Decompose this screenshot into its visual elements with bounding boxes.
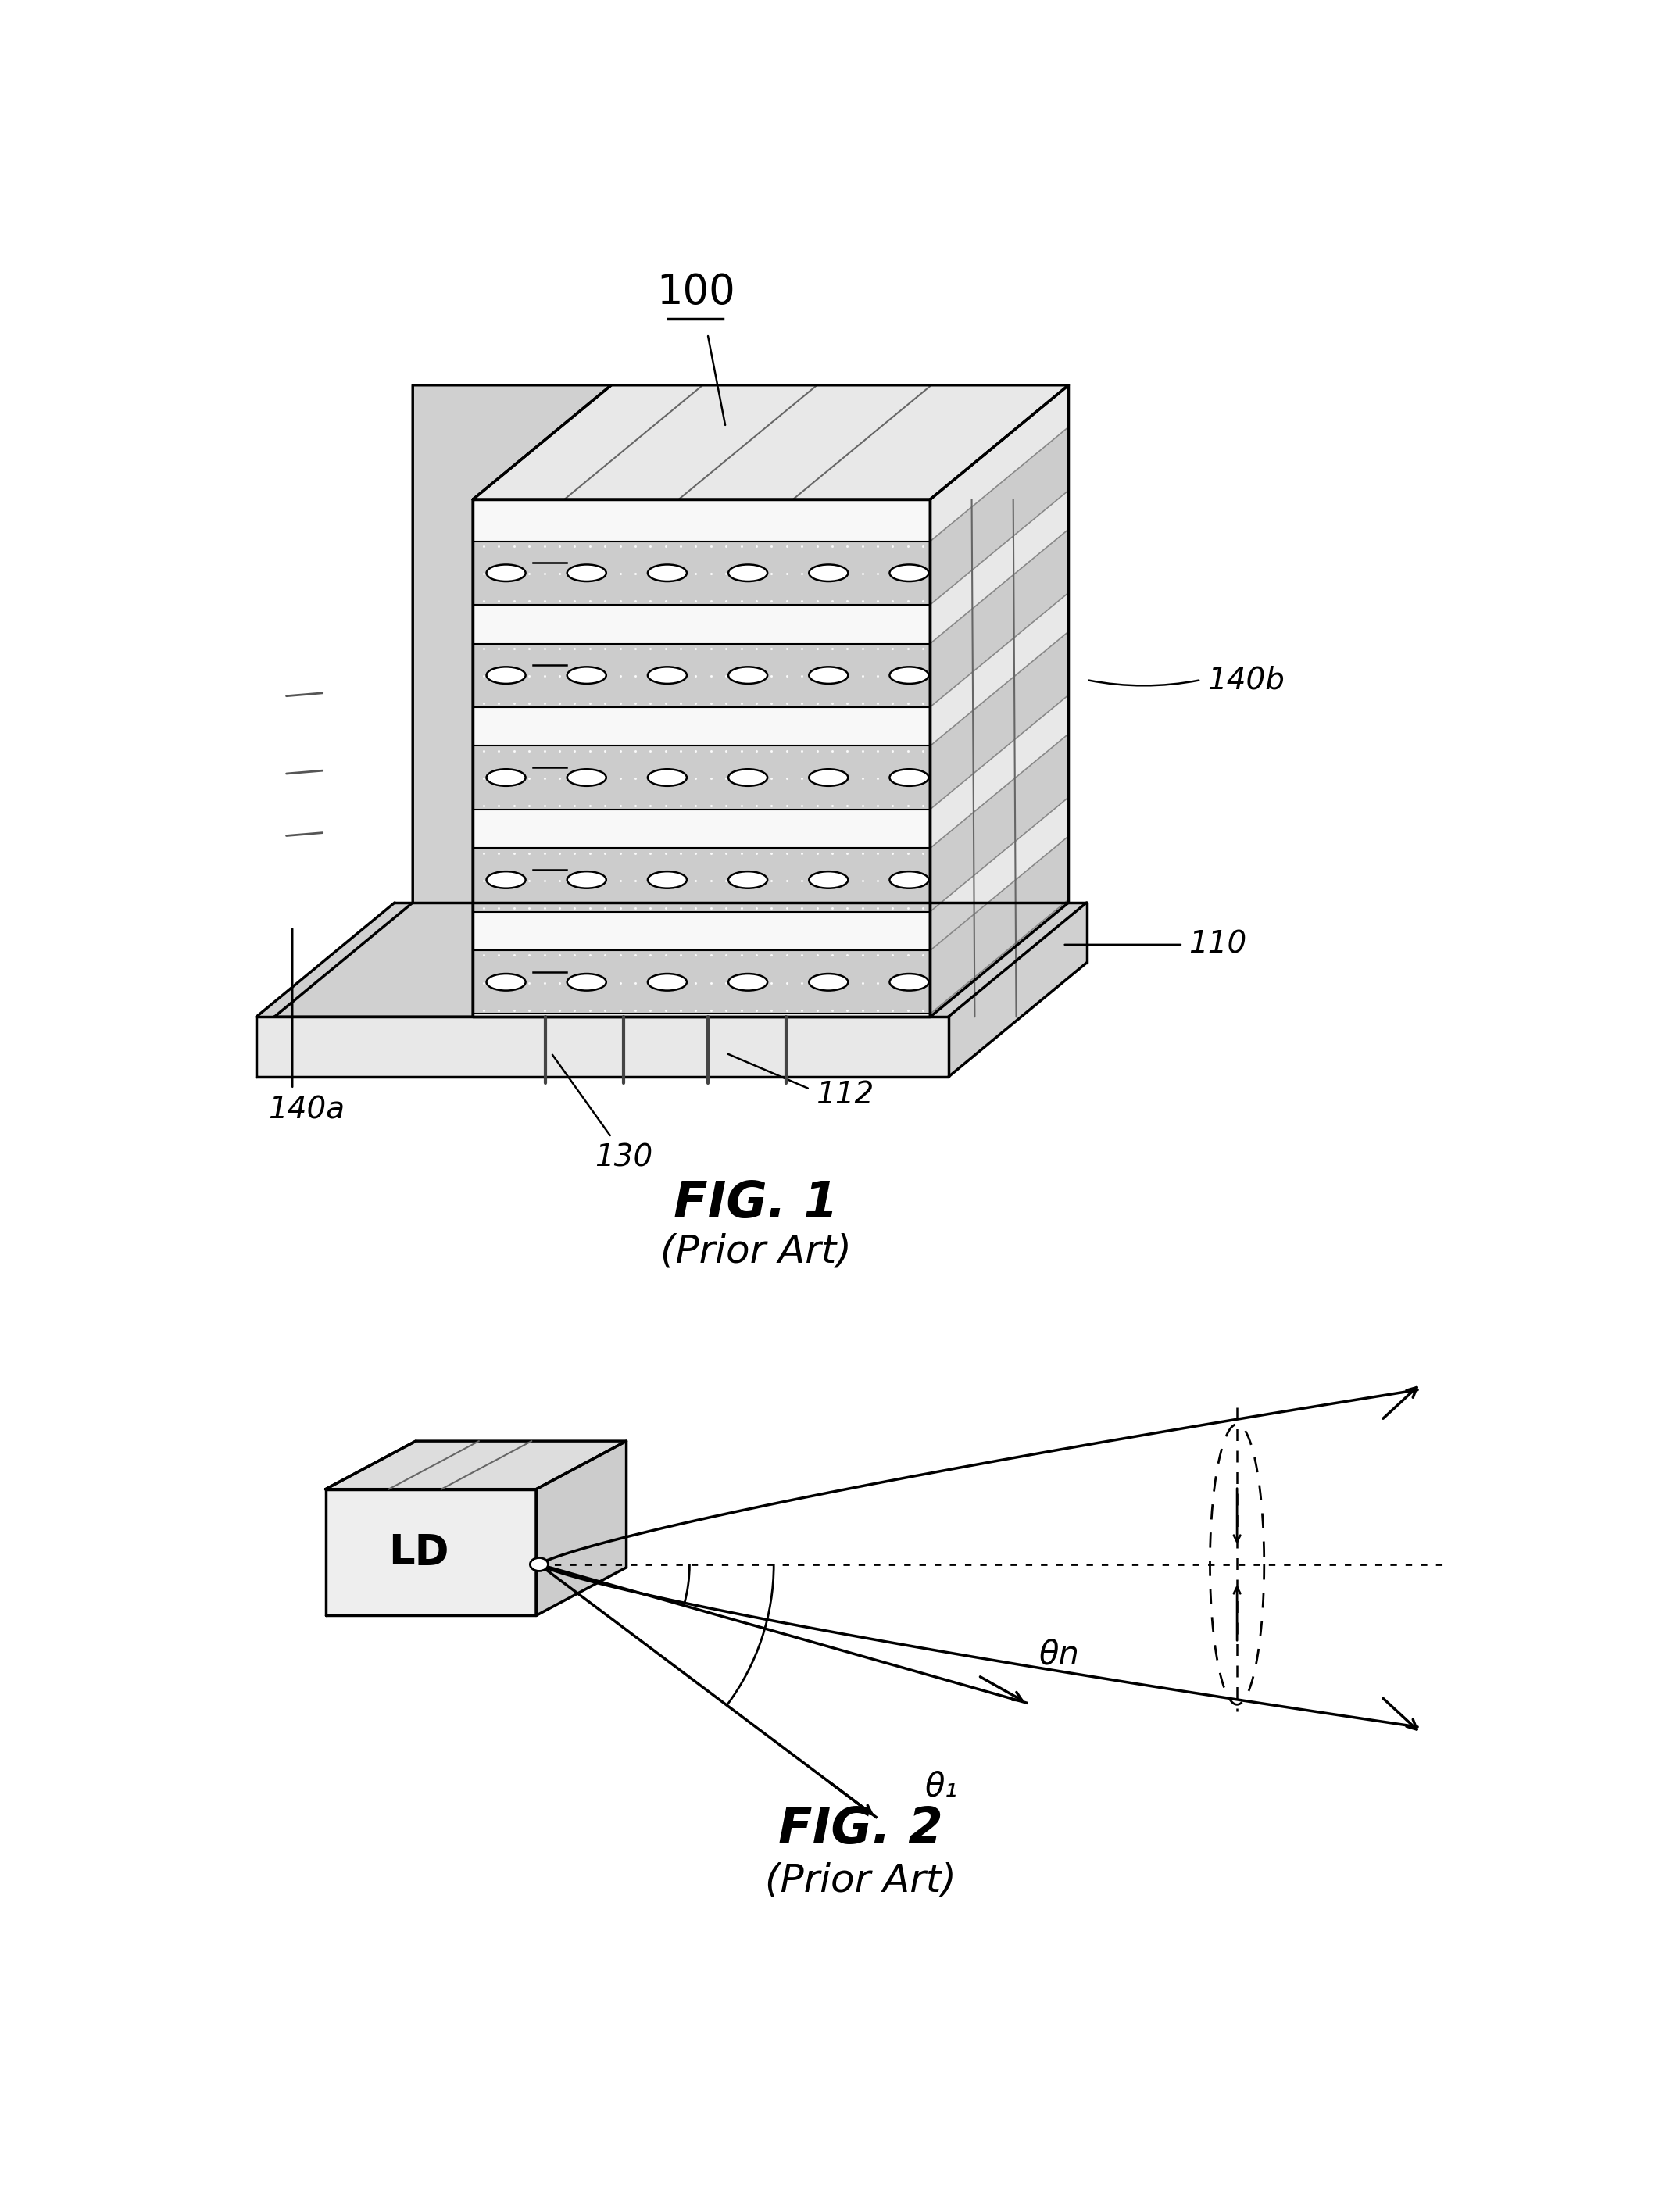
Polygon shape bbox=[474, 847, 931, 911]
Ellipse shape bbox=[487, 666, 526, 684]
Polygon shape bbox=[474, 499, 931, 1017]
Text: θn: θn bbox=[1038, 1639, 1079, 1672]
Text: LD: LD bbox=[388, 1531, 449, 1573]
Ellipse shape bbox=[810, 770, 848, 785]
Ellipse shape bbox=[810, 666, 848, 684]
Ellipse shape bbox=[729, 973, 768, 990]
Ellipse shape bbox=[648, 666, 687, 684]
Text: θ₁: θ₁ bbox=[924, 1771, 958, 1805]
Polygon shape bbox=[931, 386, 1068, 1017]
Ellipse shape bbox=[890, 770, 929, 785]
Text: FIG. 1: FIG. 1 bbox=[674, 1180, 838, 1227]
Ellipse shape bbox=[810, 973, 848, 990]
Polygon shape bbox=[948, 902, 1087, 1077]
Polygon shape bbox=[931, 529, 1068, 706]
Polygon shape bbox=[257, 902, 1087, 1017]
Polygon shape bbox=[931, 428, 1068, 604]
Ellipse shape bbox=[568, 871, 606, 889]
Ellipse shape bbox=[810, 565, 848, 582]
Text: 120: 120 bbox=[533, 757, 583, 783]
Text: 120: 120 bbox=[533, 858, 583, 885]
Text: 140a: 140a bbox=[269, 1094, 344, 1125]
Ellipse shape bbox=[487, 565, 526, 582]
Text: 120: 120 bbox=[533, 552, 583, 578]
Polygon shape bbox=[474, 951, 931, 1015]
Text: 100: 100 bbox=[657, 271, 734, 313]
Polygon shape bbox=[274, 386, 612, 1017]
Text: FIG. 2: FIG. 2 bbox=[778, 1805, 944, 1853]
Ellipse shape bbox=[729, 666, 768, 684]
Ellipse shape bbox=[890, 973, 929, 990]
Ellipse shape bbox=[568, 666, 606, 684]
Ellipse shape bbox=[890, 565, 929, 582]
Polygon shape bbox=[931, 735, 1068, 911]
Ellipse shape bbox=[487, 973, 526, 990]
Polygon shape bbox=[474, 540, 931, 604]
Polygon shape bbox=[326, 1489, 536, 1615]
Ellipse shape bbox=[568, 770, 606, 785]
Polygon shape bbox=[931, 836, 1068, 1015]
Polygon shape bbox=[326, 1441, 627, 1489]
Ellipse shape bbox=[487, 770, 526, 785]
Text: (Prior Art): (Prior Art) bbox=[766, 1862, 956, 1899]
Polygon shape bbox=[931, 631, 1068, 810]
Ellipse shape bbox=[729, 565, 768, 582]
Ellipse shape bbox=[531, 1557, 548, 1571]
Ellipse shape bbox=[648, 565, 687, 582]
Text: 120: 120 bbox=[533, 655, 583, 679]
Ellipse shape bbox=[648, 871, 687, 889]
Ellipse shape bbox=[568, 565, 606, 582]
Text: (Prior Art): (Prior Art) bbox=[660, 1233, 852, 1271]
Ellipse shape bbox=[568, 973, 606, 990]
Polygon shape bbox=[536, 1441, 627, 1615]
Ellipse shape bbox=[648, 770, 687, 785]
Ellipse shape bbox=[729, 770, 768, 785]
Ellipse shape bbox=[487, 871, 526, 889]
Text: 112: 112 bbox=[816, 1081, 874, 1110]
Polygon shape bbox=[474, 644, 931, 706]
Text: 110: 110 bbox=[1189, 929, 1247, 960]
Text: 130: 130 bbox=[595, 1143, 652, 1174]
Ellipse shape bbox=[648, 973, 687, 990]
Polygon shape bbox=[474, 386, 1068, 499]
Text: 140b: 140b bbox=[1206, 664, 1284, 695]
Ellipse shape bbox=[890, 666, 929, 684]
Text: 120: 120 bbox=[533, 962, 583, 986]
Ellipse shape bbox=[810, 871, 848, 889]
Polygon shape bbox=[257, 1017, 948, 1077]
Polygon shape bbox=[474, 746, 931, 810]
Ellipse shape bbox=[890, 871, 929, 889]
Ellipse shape bbox=[729, 871, 768, 889]
